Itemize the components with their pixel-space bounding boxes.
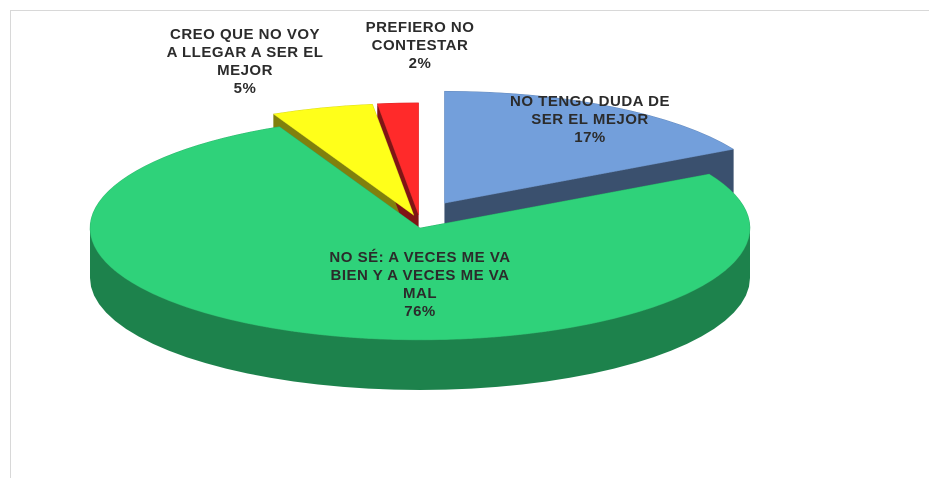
slice-label: PREFIERO NO CONTESTAR 2%	[345, 19, 495, 73]
slice	[272, 103, 415, 217]
value-label: 17%	[574, 129, 606, 146]
slice-label: NO SÉ: A VECES ME VA BIEN Y A VECES ME V…	[320, 249, 520, 321]
chart-frame	[10, 10, 929, 478]
value-label: 2%	[408, 55, 432, 72]
slice-label: NO TENGO DUDA DE SER EL MEJOR 17%	[510, 93, 670, 147]
slice	[376, 102, 419, 215]
slice	[444, 90, 735, 204]
slice-side	[90, 228, 750, 390]
category-label: PREFIERO NO CONTESTAR	[365, 19, 475, 54]
value-label: 76%	[404, 303, 436, 320]
value-label: 5%	[233, 80, 257, 97]
category-label: NO SÉ: A VECES ME VA BIEN Y A VECES ME V…	[329, 249, 511, 302]
category-label: NO TENGO DUDA DE SER EL MEJOR	[510, 93, 670, 128]
category-label: CREO QUE NO VOY A LLEGAR A SER EL MEJOR	[166, 26, 324, 79]
slice	[89, 126, 751, 341]
slice-label: CREO QUE NO VOY A LLEGAR A SER EL MEJOR 5…	[165, 26, 325, 98]
